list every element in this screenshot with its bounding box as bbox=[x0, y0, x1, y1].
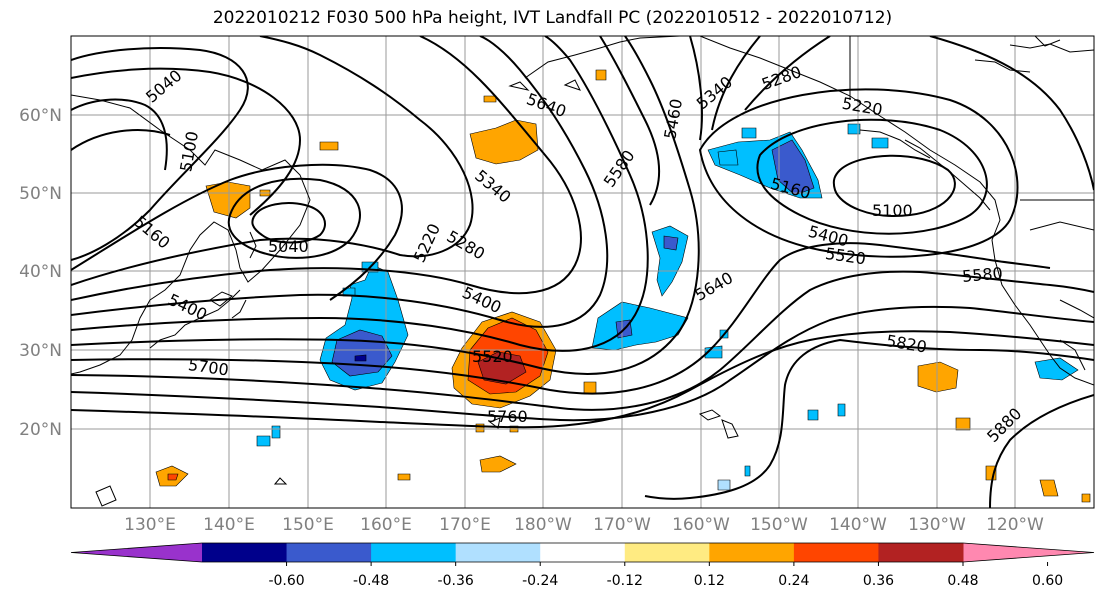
colorbar-tick-label: 0.36 bbox=[863, 573, 894, 589]
lat-label: 20°N bbox=[19, 420, 62, 440]
colorbar-tick-label: 0.48 bbox=[947, 573, 978, 589]
colorbar-cell bbox=[540, 543, 626, 562]
contour-label: 5040 bbox=[268, 237, 309, 256]
lat-label: 50°N bbox=[19, 184, 62, 204]
lon-label: 170°W bbox=[593, 515, 651, 535]
lon-label: 150°W bbox=[750, 515, 808, 535]
coastlines bbox=[71, 36, 1094, 507]
height-contours bbox=[71, 36, 1094, 508]
longitude-labels: 130°E 140°E 150°E 160°E 170°E 180°W 170°… bbox=[124, 515, 1044, 535]
map-area bbox=[71, 36, 1094, 508]
colorbar-cell bbox=[624, 543, 710, 562]
colorbar-cell bbox=[371, 543, 457, 562]
latitude-labels: 60°N 50°N 40°N 30°N 20°N bbox=[19, 106, 62, 440]
colorbar-tick-label: -0.24 bbox=[522, 573, 558, 589]
colorbar-tick-label: -0.48 bbox=[353, 573, 389, 589]
lon-label: 180°W bbox=[514, 515, 572, 535]
lon-label: 170°E bbox=[439, 515, 491, 535]
colorbar-tick-label: -0.12 bbox=[607, 573, 643, 589]
colorbar-cell bbox=[286, 543, 372, 562]
contour-label: 5580 bbox=[961, 263, 1003, 285]
lon-label: 140°E bbox=[203, 515, 255, 535]
lat-label: 40°N bbox=[19, 262, 62, 282]
colorbar-outline bbox=[70, 542, 1095, 563]
lon-label: 120°W bbox=[986, 515, 1044, 535]
lon-label: 140°W bbox=[829, 515, 887, 535]
lon-label: 130°W bbox=[908, 515, 966, 535]
colorbar-tick-label: 0.24 bbox=[778, 573, 809, 589]
colorbar-cell bbox=[709, 543, 795, 562]
lat-label: 30°N bbox=[19, 341, 62, 361]
contour-label: 5100 bbox=[872, 201, 913, 220]
contour-label: 5520 bbox=[472, 347, 513, 366]
lon-label: 150°E bbox=[282, 515, 334, 535]
lat-label: 60°N bbox=[19, 106, 62, 126]
colorbar-tick-label: -0.60 bbox=[268, 573, 304, 589]
colorbar-cell bbox=[793, 543, 879, 562]
colorbar-cell bbox=[878, 543, 964, 562]
colorbar-cell bbox=[202, 543, 288, 562]
lon-label: 160°W bbox=[672, 515, 730, 535]
lon-label: 160°E bbox=[360, 515, 412, 535]
lon-label: 130°E bbox=[124, 515, 176, 535]
colorbar-extend-low bbox=[71, 543, 202, 562]
map-border bbox=[70, 35, 1095, 509]
colorbar-tick-label: 0.60 bbox=[1032, 573, 1063, 589]
colorbar-tick-label: -0.36 bbox=[438, 573, 474, 589]
colorbar: -0.60 -0.48 -0.36 -0.24 -0.12 0.12 0.24 0.36 0.4… bbox=[70, 542, 1095, 589]
contour-label: 5760 bbox=[487, 407, 528, 426]
colorbar-cell bbox=[455, 543, 541, 562]
colorbar-tick-label: 0.12 bbox=[694, 573, 725, 589]
colorbar-extend-high bbox=[963, 543, 1094, 562]
map-title: 2022010212 F030 500 hPa height, IVT Land… bbox=[212, 8, 893, 28]
